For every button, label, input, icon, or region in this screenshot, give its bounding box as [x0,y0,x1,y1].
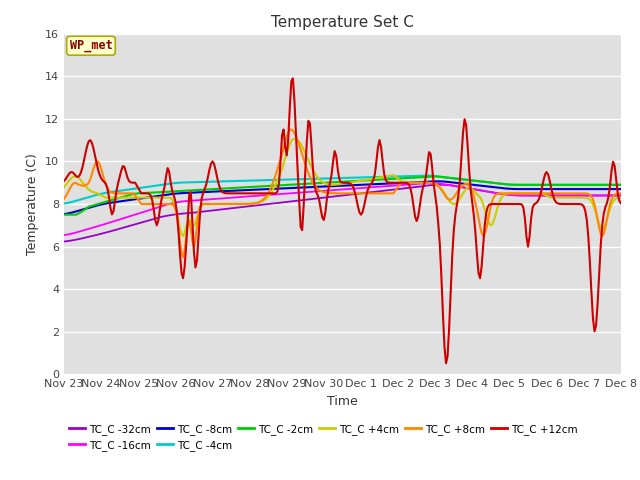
Line: TC_C -32cm: TC_C -32cm [64,185,621,241]
TC_C -8cm [433,179,440,184]
TC_C -2cm [430,174,438,180]
TC_C +4cm [552,195,559,201]
TC_C -16cm [425,180,433,186]
X-axis label: Time: Time [327,395,358,408]
TC_C -2cm [408,175,416,180]
TC_C -4cm [550,182,558,188]
TC_C -4cm [424,173,431,179]
Title: Temperature Set C: Temperature Set C [271,15,414,30]
TC_C -8cm [550,186,558,192]
Line: TC_C -4cm: TC_C -4cm [64,176,621,204]
Legend: TC_C -32cm, TC_C -16cm, TC_C -8cm, TC_C -4cm, TC_C -2cm, TC_C +4cm, TC_C +8cm, T: TC_C -32cm, TC_C -16cm, TC_C -8cm, TC_C … [69,424,578,451]
TC_C +8cm [412,180,419,186]
TC_C +8cm [286,127,294,132]
TC_C -16cm [377,184,385,190]
TC_C +4cm [60,184,68,190]
TC_C -2cm [164,189,172,194]
TC_C -8cm [60,211,68,217]
Y-axis label: Temperature (C): Temperature (C) [26,153,40,255]
TC_C -2cm [76,210,83,216]
TC_C -8cm [617,186,625,192]
TC_C -16cm [60,232,68,238]
TC_C -4cm [408,173,416,179]
TC_C +4cm [179,233,187,239]
TC_C +8cm [60,196,68,202]
TC_C +4cm [399,180,406,186]
TC_C -32cm [436,182,444,188]
TC_C -4cm [76,197,83,203]
TC_C +12cm [60,178,68,184]
TC_C +8cm [617,191,625,196]
Line: TC_C +8cm: TC_C +8cm [64,130,621,257]
TC_C -8cm [408,180,416,185]
TC_C -4cm [377,174,385,180]
TC_C +4cm [412,180,419,186]
TC_C +12cm [397,180,405,186]
TC_C -16cm [408,181,416,187]
TC_C -32cm [164,213,172,218]
TC_C -16cm [396,182,403,188]
TC_C -8cm [164,192,172,197]
TC_C +12cm [617,200,625,206]
TC_C -4cm [617,182,625,188]
TC_C +12cm [76,173,83,179]
TC_C +8cm [552,191,559,196]
TC_C +8cm [399,180,406,186]
Line: TC_C -8cm: TC_C -8cm [64,181,621,214]
TC_C -2cm [550,182,558,188]
TC_C +8cm [179,254,187,260]
TC_C +12cm [442,360,450,366]
TC_C -8cm [377,181,385,187]
TC_C +4cm [76,176,83,181]
TC_C -8cm [76,207,83,213]
TC_C -32cm [76,236,83,242]
TC_C -2cm [60,212,68,217]
TC_C +4cm [291,136,298,142]
TC_C +8cm [164,201,172,207]
TC_C -32cm [396,186,403,192]
Text: WP_met: WP_met [70,39,112,52]
TC_C -2cm [377,177,385,182]
Line: TC_C +12cm: TC_C +12cm [64,78,621,363]
Line: TC_C +4cm: TC_C +4cm [64,139,621,236]
TC_C -32cm [550,192,558,198]
TC_C -8cm [396,180,403,186]
TC_C -16cm [76,228,83,234]
TC_C -32cm [408,185,416,191]
TC_C -32cm [617,192,625,198]
TC_C -4cm [396,173,403,179]
TC_C -32cm [377,188,385,194]
TC_C -16cm [164,202,172,207]
TC_C +8cm [380,191,388,196]
TC_C +12cm [410,204,417,209]
TC_C +4cm [380,174,388,180]
TC_C +4cm [617,195,625,201]
TC_C -32cm [60,239,68,244]
Line: TC_C -16cm: TC_C -16cm [64,183,621,235]
TC_C -4cm [60,201,68,206]
TC_C +12cm [164,165,172,171]
TC_C +12cm [289,75,297,81]
TC_C +4cm [164,195,172,201]
TC_C -2cm [617,182,625,188]
TC_C +8cm [76,182,83,188]
TC_C +12cm [379,158,387,164]
Line: TC_C -2cm: TC_C -2cm [64,177,621,215]
TC_C -2cm [396,176,403,181]
TC_C +12cm [552,199,559,205]
TC_C -4cm [164,181,172,187]
TC_C -16cm [617,192,625,198]
TC_C -16cm [550,192,558,198]
